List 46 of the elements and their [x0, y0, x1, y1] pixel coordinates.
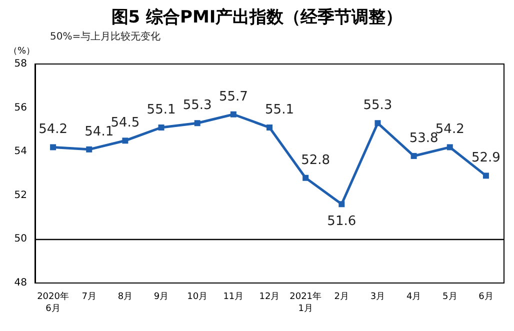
- y-tick-label: 48: [14, 278, 27, 288]
- x-tick-label: 6月: [478, 292, 494, 302]
- point: [302, 174, 309, 181]
- data-label: 53.8: [409, 130, 438, 146]
- point: [122, 138, 128, 144]
- point: [446, 144, 453, 150]
- data-label: 51.6: [327, 214, 356, 230]
- text: 50%=与上月比较无变化: [50, 30, 161, 42]
- x-tick-label: 8月: [118, 292, 133, 302]
- point: [482, 172, 489, 179]
- point: [374, 120, 381, 126]
- data-label: 54.5: [110, 116, 140, 131]
- y-tick-label: 54: [14, 146, 27, 158]
- data-label: 55.1: [265, 102, 294, 118]
- data-label: 55.7: [218, 89, 248, 104]
- point: [50, 144, 56, 150]
- y-tick-label: 58: [14, 58, 27, 70]
- data-label: 55.3: [182, 98, 212, 114]
- y-tick-label: 50: [14, 234, 27, 245]
- point: [230, 111, 236, 118]
- y-tick-label: 56: [14, 102, 27, 114]
- x-tick-label: 11月: [223, 292, 244, 302]
- point: [158, 124, 164, 131]
- point: [410, 152, 417, 159]
- x-tick-label: 7月: [82, 292, 96, 302]
- x-tick-label: 2月: [334, 292, 350, 302]
- point: [266, 124, 272, 131]
- data-label: 54.2: [38, 122, 68, 138]
- x-tick-label: 9月: [154, 292, 169, 302]
- x-tick-label: 10月: [187, 292, 208, 302]
- x-tick-label: 2021年 1月: [290, 291, 322, 314]
- x-tick-label: 5月: [442, 292, 458, 302]
- point: [194, 120, 200, 126]
- y-tick-label: 52: [14, 190, 27, 201]
- data-label: 52.8: [301, 152, 330, 168]
- x-tick-label: 2020年 6月: [37, 291, 69, 314]
- point: [338, 201, 345, 208]
- x-tick-label: 4月: [406, 292, 422, 302]
- chart-title: 图5 综合PMI产出指数（经季节调整）: [111, 8, 403, 28]
- y-axis-title: （%）: [8, 46, 35, 56]
- data-label: 55.3: [363, 98, 392, 114]
- x-tick-label: 12月: [259, 292, 280, 302]
- point: [86, 146, 92, 152]
- data-label: 55.1: [146, 102, 176, 118]
- data-label: 52.9: [471, 150, 500, 166]
- x-tick-label: 3月: [370, 292, 386, 302]
